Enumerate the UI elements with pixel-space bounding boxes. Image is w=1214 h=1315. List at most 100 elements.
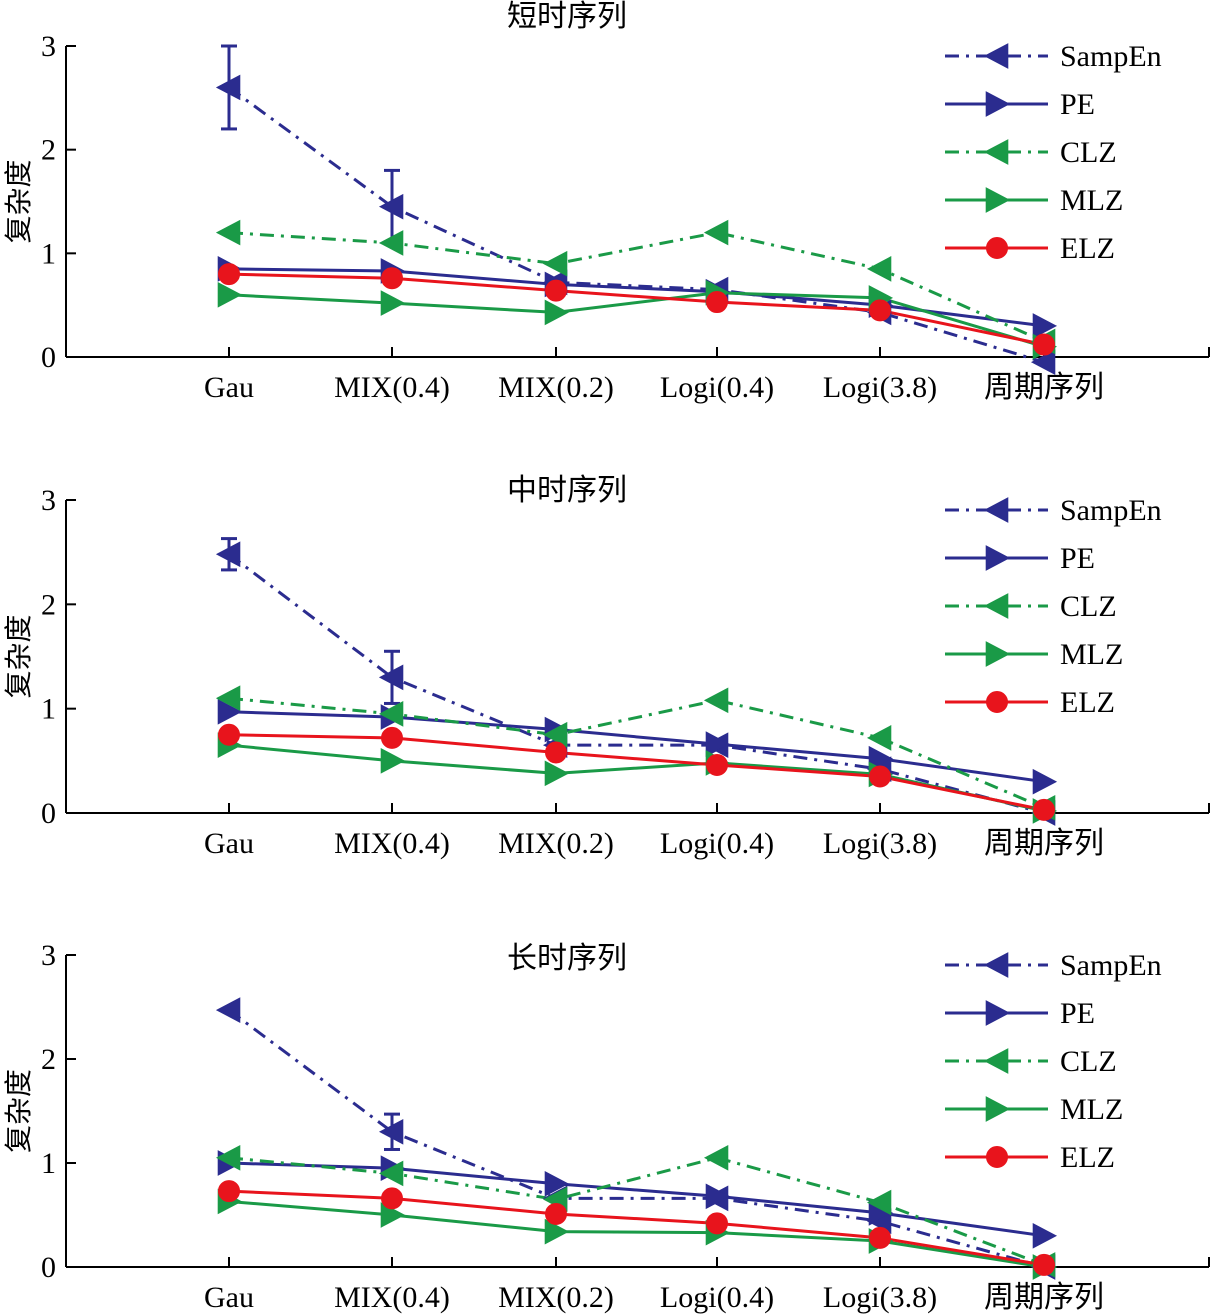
- legend-label-pe: PE: [1060, 88, 1095, 121]
- x-tick-label: MIX(0.4): [334, 827, 450, 860]
- data-point-clz: [703, 687, 729, 714]
- legend-marker-sampen: [983, 43, 1009, 69]
- legend-label-pe: PE: [1060, 542, 1095, 575]
- data-point-sampen: [215, 74, 241, 101]
- data-point-elz: [706, 291, 728, 314]
- series-line-elz: [228, 1189, 1045, 1267]
- data-point-elz: [869, 299, 891, 322]
- y-tick-label: 2: [41, 134, 56, 167]
- y-tick-label: 3: [41, 939, 56, 972]
- legend-marker-mlz: [985, 1096, 1011, 1122]
- data-point-mlz: [380, 290, 406, 316]
- y-axis-label: 复杂度: [2, 159, 35, 243]
- data-point-mlz: [217, 281, 243, 308]
- data-point-elz: [869, 1226, 891, 1249]
- x-tick-label: Gau: [204, 371, 254, 404]
- x-tick-label: 周期序列: [984, 827, 1104, 860]
- legend-marker-clz: [983, 139, 1009, 165]
- data-point-clz: [378, 701, 404, 727]
- data-point-elz: [706, 1212, 728, 1235]
- legend-label-pe: PE: [1060, 997, 1095, 1030]
- legend-label-sampen: SampEn: [1060, 949, 1162, 982]
- data-point-clz: [866, 256, 892, 282]
- series-line-elz: [228, 272, 1045, 347]
- x-tick-label: Logi(0.4): [660, 827, 774, 860]
- data-point-elz: [218, 723, 240, 746]
- series-line-mlz: [228, 1199, 1045, 1269]
- data-point-pe: [705, 731, 731, 757]
- data-point-clz: [378, 230, 404, 256]
- series-line-pe: [228, 1161, 1045, 1238]
- chart-title: 中时序列: [507, 473, 627, 508]
- data-point-pe: [544, 1170, 570, 1197]
- legend-marker-elz: [986, 237, 1008, 259]
- chart-panel-3: 0 1 2 3 Gau MIX(0.4) MIX(0.2) Logi(0.4) Logi(3.8…: [2, 939, 1210, 1314]
- data-point-mlz: [544, 1218, 570, 1245]
- y-tick-label: 1: [41, 1147, 56, 1180]
- legend-marker-clz: [983, 593, 1009, 619]
- y-axis-label: 复杂度: [2, 1069, 35, 1153]
- legend-label-mlz: MLZ: [1060, 184, 1123, 217]
- data-point-clz: [542, 250, 568, 277]
- data-point-elz: [1033, 798, 1055, 821]
- y-tick-label: 1: [41, 693, 56, 726]
- legend-label-elz: ELZ: [1060, 1141, 1115, 1174]
- chart-panel-2: 0 1 2 3 Gau MIX(0.4) MIX(0.2) Logi(0.4) Logi(3.8…: [2, 473, 1210, 860]
- y-axis-label: 复杂度: [2, 614, 35, 698]
- legend-label-sampen: SampEn: [1060, 40, 1162, 73]
- data-point-sampen: [378, 1118, 404, 1145]
- legend-label-clz: CLZ: [1060, 1045, 1117, 1078]
- data-point-pe: [217, 698, 243, 725]
- data-point-elz: [1033, 1253, 1055, 1276]
- data-point-clz: [703, 1144, 729, 1171]
- y-tick-label: 2: [41, 588, 56, 621]
- x-tick-label: Logi(3.8): [823, 1281, 937, 1314]
- y-tick-label: 1: [41, 237, 56, 270]
- data-point-clz: [215, 1144, 241, 1171]
- data-point-clz: [866, 1189, 892, 1216]
- data-point-elz: [545, 279, 567, 302]
- legend-label-elz: ELZ: [1060, 686, 1115, 719]
- data-point-elz: [545, 741, 567, 764]
- y-tick-label: 3: [41, 484, 56, 517]
- x-tick-label: Logi(3.8): [823, 827, 937, 860]
- data-point-pe: [868, 745, 894, 772]
- legend-marker-clz: [983, 1048, 1009, 1074]
- y-tick-label: 0: [41, 1251, 56, 1284]
- series-line-pe: [228, 710, 1045, 784]
- series-line-sampen: [228, 553, 1045, 815]
- legend-label-mlz: MLZ: [1060, 1093, 1123, 1126]
- legend-marker-elz: [986, 691, 1008, 713]
- data-point-mlz: [544, 760, 570, 787]
- series-line-elz: [228, 733, 1045, 812]
- x-tick-label: MIX(0.2): [498, 371, 614, 404]
- x-tick-label: Gau: [204, 1281, 254, 1314]
- x-tick-label: MIX(0.2): [498, 827, 614, 860]
- x-tick-label: Gau: [204, 827, 254, 860]
- data-point-elz: [1033, 333, 1055, 356]
- legend-marker-mlz: [985, 641, 1011, 667]
- legend-marker-sampen: [983, 952, 1009, 978]
- data-point-clz: [866, 725, 892, 751]
- chart-title: 短时序列: [507, 0, 627, 34]
- data-point-pe: [1032, 313, 1058, 339]
- series-line-pe: [228, 267, 1045, 328]
- series-line-mlz: [228, 743, 1045, 813]
- x-tick-label: Logi(0.4): [660, 1281, 774, 1314]
- series-line-clz: [228, 1156, 1045, 1267]
- x-tick-label: Logi(0.4): [660, 371, 774, 404]
- legend-marker-pe: [985, 545, 1011, 571]
- data-point-clz: [542, 721, 568, 748]
- y-tick-label: 0: [41, 341, 56, 374]
- data-point-sampen: [378, 664, 404, 691]
- y-tick-label: 0: [41, 797, 56, 830]
- data-point-elz: [869, 765, 891, 788]
- data-point-clz: [378, 1160, 404, 1187]
- legend-label-sampen: SampEn: [1060, 494, 1162, 527]
- x-tick-label: 周期序列: [984, 371, 1104, 404]
- y-tick-label: 2: [41, 1043, 56, 1076]
- chart-panel-1: 0 1 2 3 Gau MIX(0.4) MIX(0.2) Logi(0.4) Logi(3.8…: [2, 0, 1210, 404]
- data-point-pe: [1032, 768, 1058, 795]
- series-line-sampen: [228, 86, 1045, 364]
